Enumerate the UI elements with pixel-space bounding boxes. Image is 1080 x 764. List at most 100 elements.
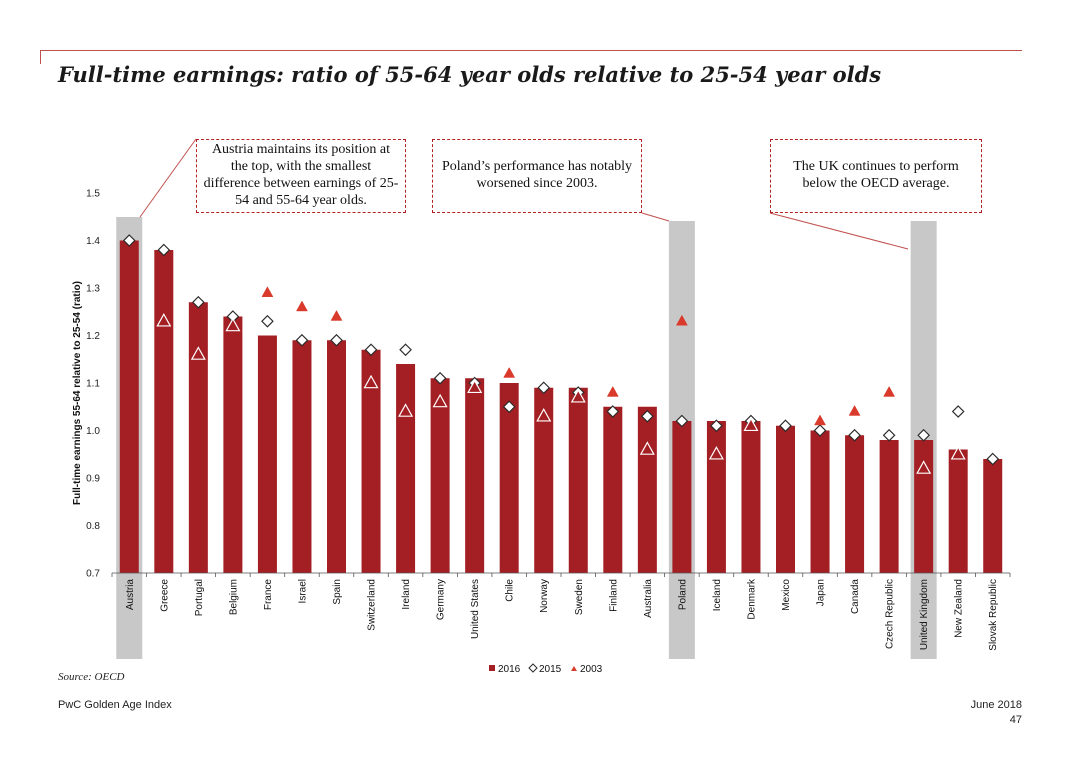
marker-2003-united-states [467, 379, 483, 394]
marker-2003-israel [296, 300, 308, 312]
marker-2015-portugal [191, 295, 205, 309]
marker-2015-ireland [399, 343, 412, 357]
legend-item-2003: 2003 [571, 664, 603, 675]
marker-2003-new-zealand [950, 445, 966, 460]
marker-2015-israel [295, 333, 309, 347]
marker-2015-new-zealand [951, 405, 965, 418]
bar-2016-greece [154, 250, 174, 573]
page-number: 47 [1009, 714, 1022, 726]
y-tick-label: 1.2 [86, 331, 100, 342]
bar-2016-poland [672, 421, 692, 573]
category-label-united-states: United States [470, 579, 481, 639]
bar-2016-iceland [706, 421, 726, 573]
marker-2003-france [261, 286, 274, 297]
marker-2015-greece [157, 243, 171, 257]
connector-poland [641, 212, 670, 222]
legend-swatch-triangle [571, 666, 577, 671]
marker-2003-japan [814, 414, 826, 426]
marker-2003-finland [606, 386, 619, 397]
bar-2016-portugal [188, 302, 208, 573]
bar-2016-australia [637, 406, 657, 573]
category-label-japan: Japan [816, 579, 827, 606]
marker-2003-denmark [743, 417, 759, 432]
connector-uk [769, 212, 909, 250]
bar-2016-canada [845, 435, 865, 573]
marker-2003-switzerland [363, 374, 379, 389]
legend-label: 2003 [580, 664, 603, 675]
marker-2003-poland [675, 314, 688, 326]
category-label-new-zealand: New Zealand [954, 579, 965, 638]
category-label-slovak-republic: Slovak Republic [988, 579, 999, 651]
marker-2015-iceland [710, 419, 723, 433]
category-label-sweden: Sweden [574, 579, 585, 615]
bar-2016-sweden [568, 387, 588, 573]
marker-2015-spain [330, 333, 343, 347]
category-label-denmark: Denmark [746, 578, 757, 620]
legend-swatch-bar [489, 665, 495, 671]
category-label-poland: Poland [677, 579, 688, 610]
marker-2015-czech-republic [882, 428, 896, 442]
bar-2016-germany [430, 378, 450, 573]
marker-2015-mexico [779, 419, 792, 433]
legend: 2016 2015 2003 [489, 663, 603, 675]
y-tick-label: 0.7 [86, 569, 100, 580]
category-label-spain: Spain [332, 579, 343, 605]
category-label-australia: Australia [643, 579, 654, 618]
marker-2003-sweden [570, 388, 586, 403]
markers-2003 [156, 286, 966, 474]
category-label-chile: Chile [505, 579, 516, 602]
marker-2003-greece [156, 312, 172, 327]
category-label-germany: Germany [436, 579, 447, 620]
marker-2015-japan [813, 424, 827, 437]
bar-2016-united-states [465, 378, 485, 573]
category-label-united-kingdom: United Kingdom [919, 579, 930, 650]
bar-2016-chile [499, 383, 519, 573]
category-label-finland: Finland [608, 579, 619, 612]
marker-2003-australia [639, 441, 655, 455]
marker-2015-germany [433, 371, 447, 385]
category-label-ireland: Ireland [401, 579, 412, 610]
y-axis: 0.7 0.8 0.9 1.0 1.1 1.2 1.3 1.4 1.5 [86, 189, 100, 580]
marker-2015-poland [675, 414, 689, 428]
marker-2015-switzerland [364, 343, 378, 357]
bar-2016-israel [292, 340, 312, 573]
category-label-israel: Israel [297, 579, 308, 603]
bar-2016-finland [603, 406, 623, 573]
marker-2003-czech-republic [883, 386, 896, 397]
top-accent-line [40, 50, 1022, 51]
category-label-greece: Greece [159, 579, 170, 612]
bar-2016-france [257, 335, 277, 573]
marker-2015-norway [537, 381, 551, 395]
marker-2015-austria [122, 234, 136, 247]
callout-uk: The UK continues to perform below the OE… [770, 139, 982, 213]
bar-2016-ireland [396, 364, 416, 573]
bar-2016-new-zealand [948, 449, 968, 573]
category-label-france: France [263, 579, 274, 611]
footer-brand: PwC Golden Age Index [58, 699, 172, 711]
marker-2003-iceland [708, 445, 724, 460]
x-axis: Austria Greece Portugal Belgium France Israel… [111, 572, 1011, 651]
bars-2016 [119, 240, 1003, 573]
bar-2016-norway [534, 387, 554, 573]
bar-2016-spain [327, 340, 346, 573]
bar-2016-mexico [776, 425, 795, 573]
marker-2015-canada [848, 428, 861, 442]
bar-2016-united-kingdom [914, 440, 934, 573]
marker-2003-canada [848, 405, 861, 416]
marker-2003-portugal [190, 346, 206, 360]
y-tick-label: 0.9 [86, 474, 100, 485]
y-axis-title: Full-time earnings 55-64 relative to 25-… [72, 281, 83, 505]
y-tick-label: 1.1 [86, 379, 100, 390]
category-label-belgium: Belgium [228, 579, 239, 615]
y-tick-label: 1.4 [86, 236, 100, 247]
callout-austria: Austria maintains its position at the to… [196, 139, 406, 213]
page-title: Full-time earnings: ratio of 55-64 year … [58, 62, 882, 87]
category-label-portugal: Portugal [194, 579, 205, 616]
footer-date: June 2018 [970, 699, 1022, 711]
callout-poland: Poland’s performance has notably worsene… [432, 139, 642, 213]
legend-swatch-diamond [528, 663, 538, 673]
y-tick-label: 0.8 [86, 521, 100, 532]
marker-2003-ireland [398, 403, 414, 417]
marker-2015-france [261, 314, 274, 328]
